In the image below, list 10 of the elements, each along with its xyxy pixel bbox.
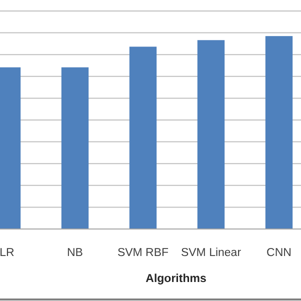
- x-tick-label: CNN: [266, 247, 292, 259]
- bar: [265, 36, 293, 229]
- x-axis-title: Algorithms: [146, 273, 206, 285]
- x-tick-label: NB: [67, 247, 84, 259]
- bar: [61, 67, 89, 229]
- bar: [129, 46, 157, 229]
- x-tick-label: SVM Linear: [180, 247, 242, 259]
- x-tick-label: LR: [0, 247, 14, 259]
- x-tick-label: SVM RBF: [117, 247, 169, 259]
- bar: [197, 40, 225, 229]
